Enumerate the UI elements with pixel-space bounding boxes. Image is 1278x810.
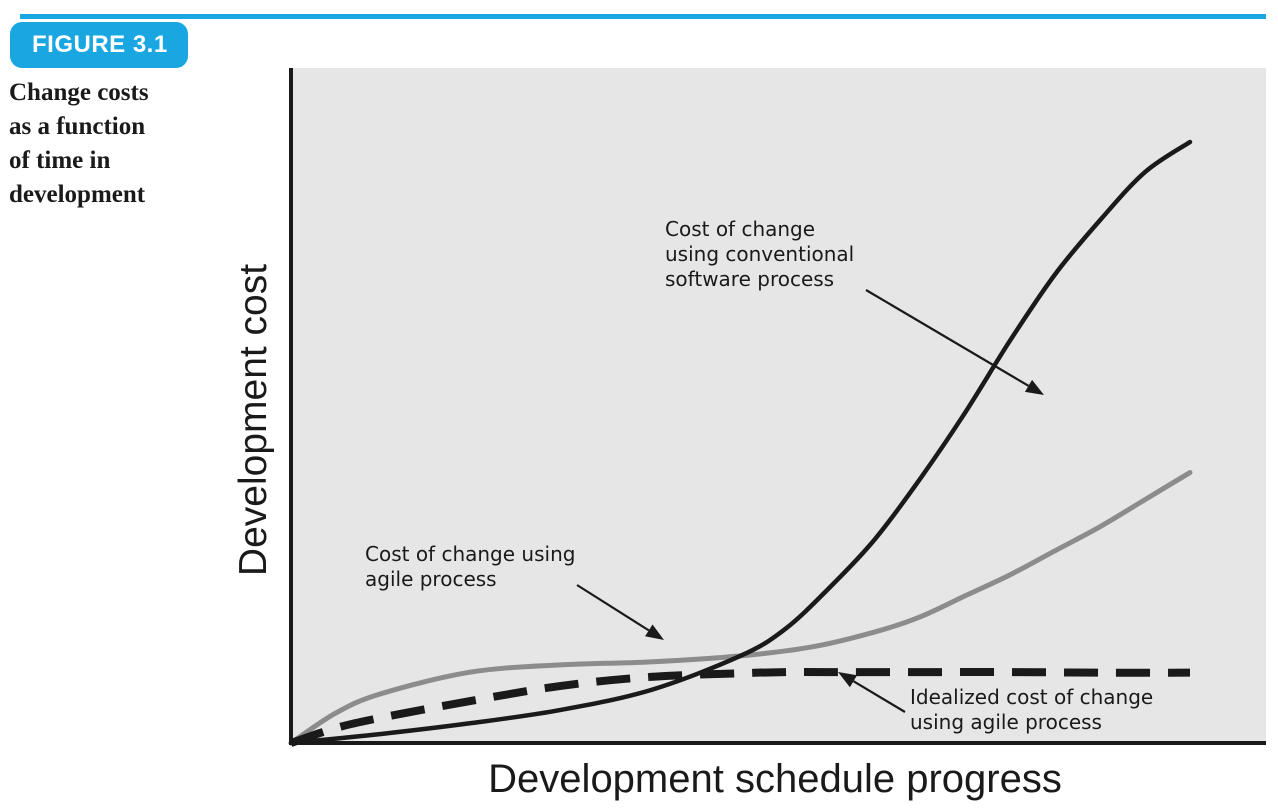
arrow-to-idealized bbox=[838, 672, 906, 713]
annotation-line: Cost of change bbox=[665, 217, 815, 241]
annotation-line: using agile process bbox=[910, 710, 1102, 734]
caption-line: of time in bbox=[9, 147, 111, 174]
annotation-line: software process bbox=[665, 267, 834, 291]
annotation-line: agile process bbox=[365, 567, 497, 591]
plot-area bbox=[291, 68, 1266, 743]
annotation-line: using conventional bbox=[665, 242, 854, 266]
series-agile-line bbox=[288, 470, 1193, 746]
arrow-layer bbox=[576, 289, 1044, 713]
annotation-agile: Cost of change using agile process bbox=[365, 542, 575, 591]
figure-caption: Change costs as a function of time in de… bbox=[9, 76, 184, 212]
caption-line: Change costs bbox=[9, 79, 149, 106]
annotation-line: Cost of change using bbox=[365, 542, 575, 566]
arrow-to-agile bbox=[576, 584, 664, 640]
series-idealized-line bbox=[289, 667, 1191, 747]
series-conventional-line bbox=[288, 139, 1193, 746]
x-axis-label: Development schedule progress bbox=[488, 757, 1062, 801]
series-layer bbox=[288, 139, 1193, 747]
annotation-line: Idealized cost of change bbox=[910, 685, 1153, 709]
caption-line: as a function bbox=[9, 113, 146, 140]
annotation-idealized: Idealized cost of change using agile pro… bbox=[910, 685, 1153, 734]
caption-line: development bbox=[9, 181, 146, 208]
annotation-conventional: Cost of change using conventional softwa… bbox=[665, 217, 854, 291]
y-axis-label: Development cost bbox=[232, 264, 275, 576]
top-accent-rule bbox=[20, 14, 1266, 19]
arrow-to-conventional bbox=[865, 289, 1044, 395]
figure-label: FIGURE 3.1 bbox=[10, 22, 188, 68]
